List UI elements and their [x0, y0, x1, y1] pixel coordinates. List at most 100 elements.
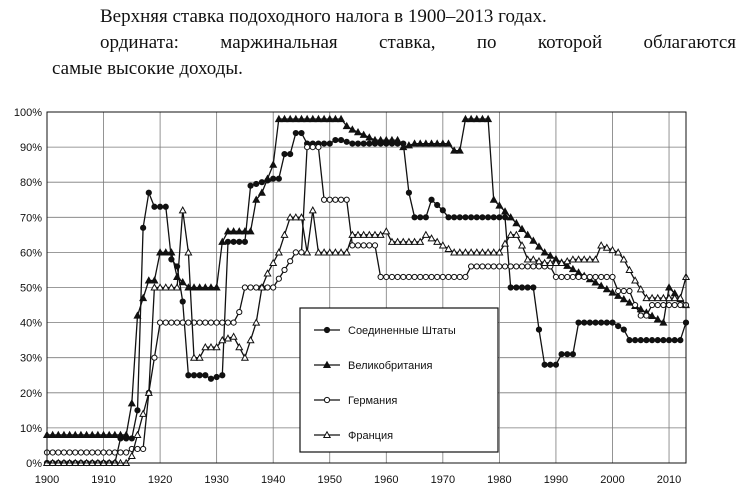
data-point: [219, 372, 226, 379]
data-point: [326, 196, 333, 203]
data-point: [297, 114, 306, 123]
plot-frame: [46, 111, 687, 464]
data-point: [444, 139, 453, 147]
data-point: [127, 451, 136, 460]
data-point: [405, 189, 413, 196]
data-point: [529, 255, 538, 263]
data-point: [308, 114, 317, 123]
data-point: [676, 293, 685, 302]
data-point: [263, 269, 272, 277]
data-point: [161, 248, 170, 256]
data-point: [337, 248, 346, 256]
data-point: [660, 301, 667, 309]
data-point: [88, 430, 97, 438]
data-point: [507, 284, 514, 291]
data-point: [252, 195, 261, 203]
data-point: [236, 238, 243, 245]
data-point: [297, 213, 306, 221]
data-point: [495, 201, 504, 209]
data-point: [257, 283, 266, 291]
data-point: [434, 273, 441, 281]
data-point: [349, 140, 356, 147]
data-point: [586, 273, 593, 281]
data-point: [671, 337, 678, 344]
data-point: [185, 372, 192, 379]
data-point: [670, 293, 679, 302]
caption-line-1: Верхняя ставка подоходного налога в 1900…: [100, 6, 547, 27]
data-point: [287, 258, 294, 265]
data-point: [428, 273, 435, 281]
data-point: [654, 337, 661, 344]
data-point: [116, 430, 125, 438]
data-point: [500, 239, 510, 247]
data-point: [506, 213, 515, 221]
data-point: [438, 139, 447, 147]
data-point: [563, 256, 572, 265]
data-point: [598, 319, 605, 326]
data-point: [602, 243, 611, 251]
data-point: [89, 449, 96, 456]
data-point: [342, 248, 351, 256]
data-point: [195, 353, 204, 361]
data-point: [156, 319, 164, 326]
data-point: [325, 114, 334, 123]
data-point: [377, 273, 384, 281]
data-point: [609, 319, 616, 326]
data-point: [490, 214, 497, 221]
data-point: [427, 139, 436, 147]
data-point: [224, 238, 232, 245]
data-point: [54, 430, 63, 438]
data-point: [270, 175, 277, 182]
data-point: [620, 326, 627, 333]
data-point: [144, 388, 153, 396]
data-point: [648, 301, 656, 309]
data-point: [195, 283, 204, 291]
data-point: [637, 312, 644, 319]
data-point: [518, 284, 526, 291]
data-point: [201, 283, 210, 291]
data-point: [359, 130, 368, 138]
data-point: [213, 373, 220, 381]
data-point: [608, 288, 617, 296]
data-point: [167, 248, 176, 256]
data-point: [546, 258, 555, 266]
data-point: [619, 294, 628, 303]
data-point: [167, 283, 176, 291]
data-point: [387, 135, 396, 144]
y-tick-label: 100%: [14, 107, 42, 119]
data-point: [349, 242, 356, 249]
data-point: [524, 263, 531, 270]
data-point: [524, 284, 531, 291]
data-point: [287, 151, 294, 158]
data-point: [189, 283, 199, 291]
y-tick-label: 90%: [20, 142, 42, 154]
data-point: [421, 139, 430, 147]
data-point: [281, 151, 288, 158]
y-tick-label: 20%: [20, 388, 42, 400]
data-point: [371, 242, 379, 249]
data-point: [585, 255, 594, 263]
data-point: [575, 319, 582, 326]
data-point: [558, 351, 565, 358]
data-point: [467, 114, 476, 123]
data-point: [257, 188, 266, 196]
data-point: [280, 230, 289, 238]
data-point: [304, 144, 311, 151]
legend-marker: [323, 396, 331, 404]
caption-line-3: самые высокие доходы.: [52, 58, 243, 79]
x-tick-label: 1980: [487, 474, 511, 486]
data-point: [468, 263, 475, 270]
data-point: [320, 140, 328, 147]
data-point: [472, 114, 481, 123]
series-3: [43, 144, 690, 456]
data-point: [178, 278, 187, 286]
data-point: [546, 251, 555, 259]
data-point: [445, 273, 452, 281]
data-point: [552, 273, 560, 281]
data-point: [93, 430, 102, 438]
y-tick-label: 60%: [20, 247, 42, 259]
series-2: [42, 114, 691, 438]
data-point: [534, 256, 544, 265]
data-point: [602, 284, 611, 293]
data-point: [140, 445, 147, 453]
